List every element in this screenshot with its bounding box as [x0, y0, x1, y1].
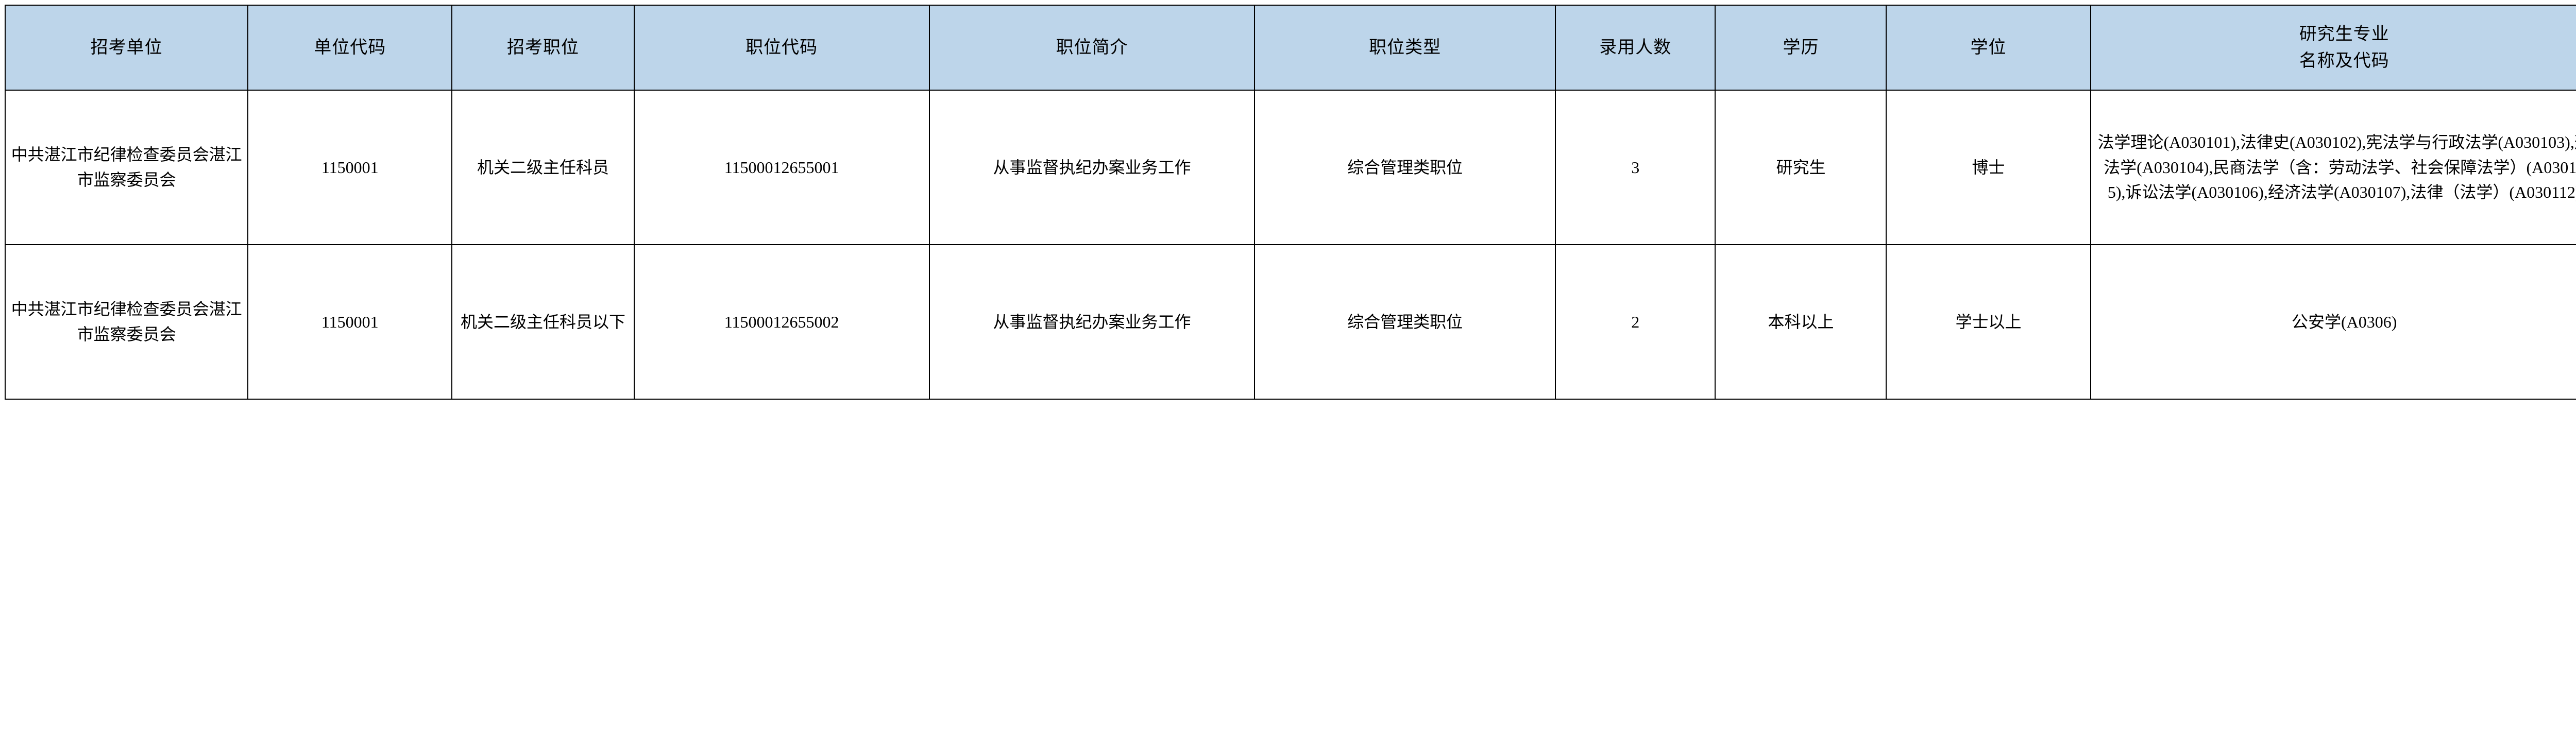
cell-position[interactable]: 机关二级主任科员以下 [451, 244, 635, 400]
column-header-unit-code[interactable]: 单位代码 [247, 4, 453, 91]
column-header-position[interactable]: 招考职位 [451, 4, 635, 91]
cell-unit-code[interactable]: 1150001 [247, 244, 453, 400]
column-header-degree-line-1: 学位 [1970, 38, 2007, 57]
cell-position-type[interactable]: 综合管理类职位 [1254, 90, 1556, 246]
cell-hire-count[interactable]: 2 [1554, 244, 1716, 400]
column-header-unit[interactable]: 招考单位 [4, 4, 249, 91]
column-header-position-code-line-1: 职位代码 [745, 38, 818, 57]
column-header-position-type-line-1: 职位类型 [1369, 38, 1442, 57]
column-header-degree[interactable]: 学位 [1886, 4, 2091, 91]
cell-position-code[interactable]: 11500012655001 [633, 90, 930, 246]
column-header-graduate-major[interactable]: 研究生专业 名称及代码 [2090, 4, 2576, 91]
table-header-row: 招考单位 单位代码 招考职位 职位代码 职位简介 职位类型 录用人数 学历 学位… [4, 4, 2576, 91]
column-header-hire-count[interactable]: 录用人数 [1554, 4, 1716, 91]
column-header-position-line-1: 招考职位 [507, 38, 580, 57]
column-header-position-code[interactable]: 职位代码 [633, 4, 930, 91]
cell-position[interactable]: 机关二级主任科员 [451, 90, 635, 246]
cell-unit-code[interactable]: 1150001 [247, 90, 453, 246]
cell-position-code[interactable]: 11500012655002 [633, 244, 930, 400]
cell-degree[interactable]: 学士以上 [1886, 244, 2091, 400]
cell-education[interactable]: 本科以上 [1715, 244, 1887, 400]
column-header-unit-code-line-1: 单位代码 [314, 38, 386, 57]
spreadsheet-sheet: 招考单位 单位代码 招考职位 职位代码 职位简介 职位类型 录用人数 学历 学位… [0, 4, 2576, 754]
table-row[interactable]: 中共湛江市纪律检查委员会湛江市监察委员会 1150001 机关二级主任科员 11… [4, 90, 2576, 246]
table-row[interactable]: 中共湛江市纪律检查委员会湛江市监察委员会 1150001 机关二级主任科员以下 … [4, 244, 2576, 400]
cell-education[interactable]: 研究生 [1715, 90, 1887, 246]
column-header-unit-line-1: 招考单位 [90, 38, 163, 57]
column-header-graduate-major-line-1: 研究生专业 [2299, 24, 2389, 44]
cell-position-type[interactable]: 综合管理类职位 [1254, 244, 1556, 400]
table-body: 中共湛江市纪律检查委员会湛江市监察委员会 1150001 机关二级主任科员 11… [4, 90, 2576, 400]
cell-position-intro[interactable]: 从事监督执纪办案业务工作 [928, 244, 1256, 400]
column-header-position-intro[interactable]: 职位简介 [928, 4, 1256, 91]
cell-hire-count[interactable]: 3 [1554, 90, 1716, 246]
column-header-graduate-major-line-2: 名称及代码 [2299, 51, 2389, 71]
cell-graduate-major[interactable]: 法学理论(A030101),法律史(A030102),宪法学与行政法学(A030… [2090, 90, 2576, 246]
cell-graduate-major[interactable]: 公安学(A0306) [2090, 244, 2576, 400]
cell-unit[interactable]: 中共湛江市纪律检查委员会湛江市监察委员会 [4, 244, 249, 400]
table-header-row-group: 招考单位 单位代码 招考职位 职位代码 职位简介 职位类型 录用人数 学历 学位… [4, 4, 2576, 91]
cell-unit[interactable]: 中共湛江市纪律检查委员会湛江市监察委员会 [4, 90, 249, 246]
column-header-education[interactable]: 学历 [1715, 4, 1887, 91]
column-header-position-intro-line-1: 职位简介 [1056, 38, 1128, 57]
recruitment-position-table: 招考单位 单位代码 招考职位 职位代码 职位简介 职位类型 录用人数 学历 学位… [4, 4, 2576, 400]
column-header-position-type[interactable]: 职位类型 [1254, 4, 1556, 91]
column-header-hire-count-line-1: 录用人数 [1599, 38, 1672, 57]
cell-position-intro[interactable]: 从事监督执纪办案业务工作 [928, 90, 1256, 246]
cell-degree[interactable]: 博士 [1886, 90, 2091, 246]
column-header-education-line-1: 学历 [1783, 38, 1819, 57]
